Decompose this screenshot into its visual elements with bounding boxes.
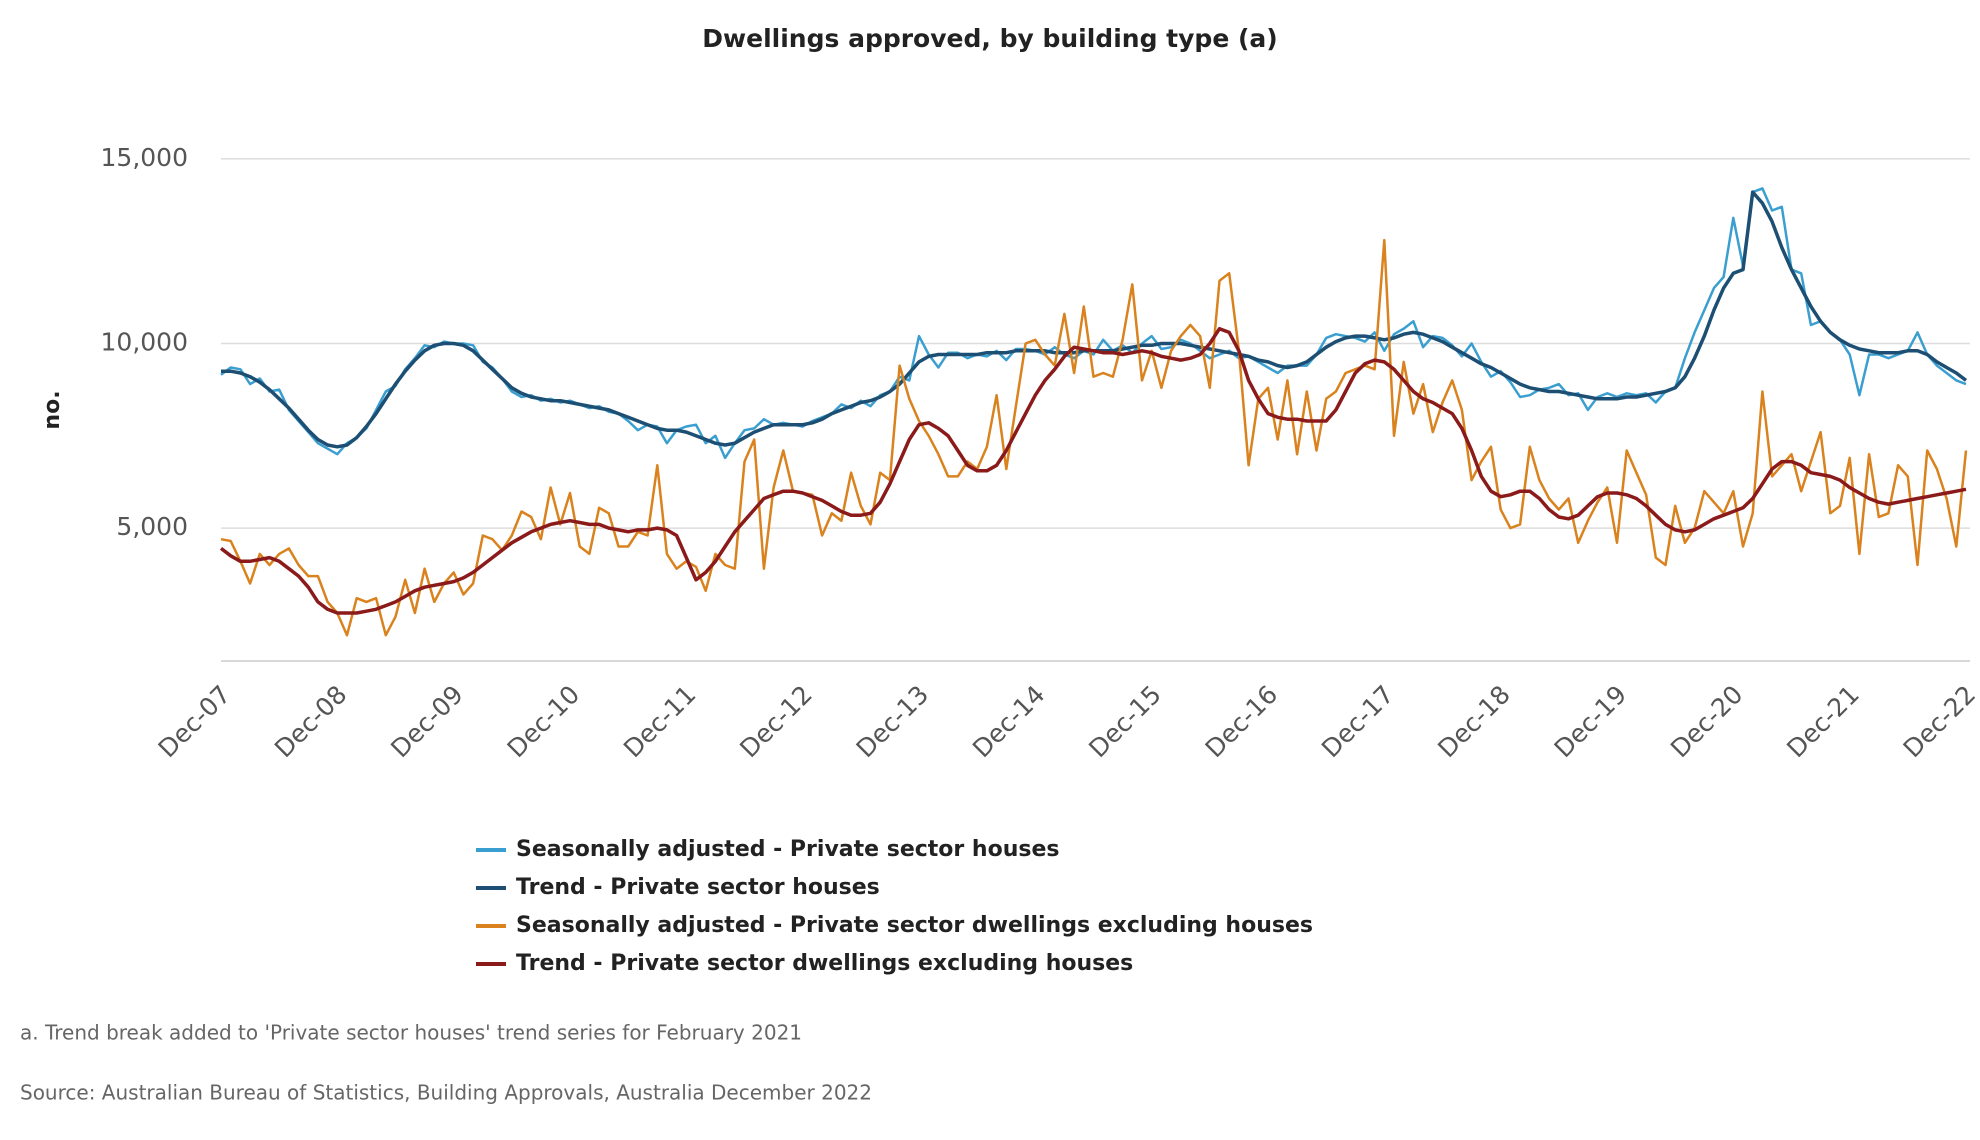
chart-title: Dwellings approved, by building type (a) [702, 24, 1277, 53]
y-tick-label: 10,000 [101, 327, 188, 356]
y-tick-label: 15,000 [101, 143, 188, 172]
x-tick-label: Dec-22 [1898, 680, 1980, 764]
x-tick-label: Dec-13 [851, 680, 935, 764]
x-tick-label: Dec-15 [1083, 680, 1167, 764]
legend-label: Trend - Private sector dwellings excludi… [516, 951, 1133, 976]
x-tick-label: Dec-07 [153, 680, 237, 764]
x-tick-label: Dec-16 [1200, 680, 1284, 764]
x-tick-label: Dec-20 [1665, 680, 1749, 764]
series-line [220, 187, 1967, 460]
series-line [220, 238, 1968, 637]
x-tick-label: Dec-18 [1432, 680, 1516, 764]
x-tick-label: Dec-17 [1316, 680, 1400, 764]
x-tick-label: Dec-09 [385, 680, 469, 764]
source: Source: Australian Bureau of Statistics,… [20, 1081, 872, 1105]
x-tick-label: Dec-08 [269, 680, 353, 764]
x-tick-label: Dec-19 [1549, 680, 1633, 764]
x-tick-label: Dec-12 [734, 680, 818, 764]
y-tick-label: 5,000 [116, 512, 188, 541]
y-axis-label: no. [40, 390, 65, 429]
x-tick-label: Dec-11 [618, 680, 702, 764]
x-tick-label: Dec-10 [502, 680, 586, 764]
x-tick-label: Dec-21 [1781, 680, 1865, 764]
series-line [221, 190, 1968, 449]
footnote: a. Trend break added to 'Private sector … [20, 1021, 802, 1045]
legend-label: Seasonally adjusted - Private sector hou… [516, 837, 1059, 862]
legend-label: Seasonally adjusted - Private sector dwe… [516, 913, 1313, 938]
x-tick-label: Dec-14 [967, 680, 1051, 764]
legend-label: Trend - Private sector houses [516, 875, 880, 900]
series-line [219, 326, 1967, 615]
